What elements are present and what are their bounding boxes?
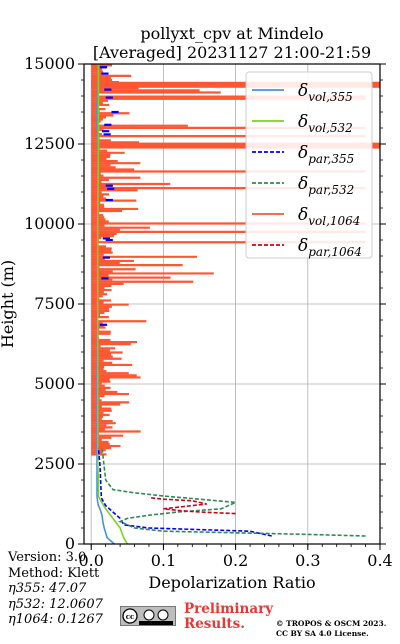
y-tick-label: 15000 (24, 54, 75, 73)
legend-label: δpar,1064 (298, 236, 362, 259)
legend-label: δvol,355 (298, 81, 353, 104)
y-tick-label: 2500 (34, 454, 75, 473)
x-axis-label: Depolarization Ratio (148, 573, 315, 592)
series-line (97, 447, 272, 537)
y-tick-label: 12500 (24, 134, 75, 153)
legend-label: δvol,1064 (298, 205, 360, 228)
chart-title: pollyxt_cpv at Mindelo (140, 24, 323, 43)
preliminary-results-note: Preliminary Results. (184, 602, 273, 632)
eta1064-label: η1064: 0.1267 (8, 612, 103, 627)
method-label: Method: Klett (8, 565, 100, 581)
annotation-block: Version: 3.0 Method: Klett η355: 47.07 η… (8, 550, 103, 628)
series-line (96, 63, 115, 545)
copyright-note: © TROPOS & OSCM 2023. CC BY SA 4.0 Licen… (276, 619, 386, 639)
copyright-line1: © TROPOS & OSCM 2023. (276, 619, 387, 628)
x-tick-label: 0.3 (295, 551, 320, 570)
y-tick-label: 0 (65, 534, 75, 553)
preliminary-line1: Preliminary (184, 601, 274, 617)
legend-box (245, 71, 373, 259)
svg-text:cc: cc (126, 612, 135, 621)
y-tick-label: 7500 (34, 294, 75, 313)
legend-label: δpar,355 (298, 143, 354, 166)
vol1064-band (91, 81, 380, 88)
series-line (96, 64, 128, 545)
preliminary-line2: Results. (184, 616, 245, 632)
series-line (148, 496, 236, 515)
y-tick-label: 5000 (34, 374, 75, 393)
y-axis-label: Height (m) (0, 260, 17, 348)
cc-license-icon: cc (120, 606, 176, 626)
x-tick-label: 0.4 (367, 551, 392, 570)
x-tick-label: 0.2 (223, 551, 248, 570)
vol1064-band (91, 142, 380, 149)
y-tick-label: 10000 (24, 214, 75, 233)
plot-frame (83, 63, 381, 545)
x-tick-label: 0.0 (78, 551, 103, 570)
legend-label: δvol,532 (298, 112, 353, 135)
chart-subtitle: [Averaged] 20231127 21:00-21:59 (93, 43, 371, 62)
eta355-label: η355: 47.07 (8, 581, 87, 596)
series-line (101, 447, 366, 537)
eta532-label: η532: 12.0607 (8, 596, 103, 612)
x-tick-label: 0.1 (151, 551, 176, 570)
copyright-line2: CC BY SA 4.0 License. (276, 629, 369, 638)
version-label: Version: 3.0 (8, 550, 87, 565)
legend-label: δpar,532 (298, 174, 354, 197)
